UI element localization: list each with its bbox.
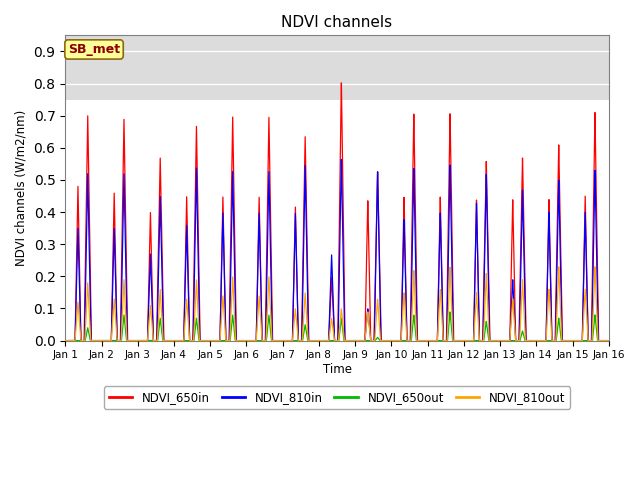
- NDVI_810in: [337, 156, 345, 162]
- NDVI_810out: [591, 264, 599, 270]
- NDVI_650out: [446, 309, 454, 315]
- NDVI_810in: [265, 177, 273, 183]
- NDVI_810out: [178, 338, 186, 344]
- Legend: NDVI_650in, NDVI_810in, NDVI_650out, NDVI_810out: NDVI_650in, NDVI_810in, NDVI_650out, NDV…: [104, 386, 570, 408]
- NDVI_810out: [603, 338, 611, 344]
- Y-axis label: NDVI channels (W/m2/nm): NDVI channels (W/m2/nm): [15, 110, 28, 266]
- Line: NDVI_650in: NDVI_650in: [65, 83, 609, 341]
- NDVI_810out: [412, 318, 420, 324]
- NDVI_810in: [605, 338, 612, 344]
- Bar: [65, 36, 609, 100]
- NDVI_810in: [603, 338, 611, 344]
- NDVI_810out: [489, 338, 497, 344]
- Title: NDVI channels: NDVI channels: [282, 15, 392, 30]
- Line: NDVI_810in: NDVI_810in: [65, 159, 609, 341]
- NDVI_810out: [265, 277, 273, 283]
- NDVI_810in: [61, 338, 69, 344]
- NDVI_810out: [605, 338, 612, 344]
- NDVI_810in: [178, 338, 186, 344]
- NDVI_650in: [337, 80, 345, 86]
- NDVI_650in: [605, 338, 612, 344]
- NDVI_810in: [172, 338, 180, 344]
- NDVI_650out: [603, 338, 611, 344]
- NDVI_650out: [172, 338, 180, 344]
- Line: NDVI_650out: NDVI_650out: [65, 312, 609, 341]
- NDVI_650in: [603, 338, 611, 344]
- Text: SB_met: SB_met: [68, 43, 120, 56]
- NDVI_650in: [61, 338, 69, 344]
- NDVI_650in: [490, 338, 497, 344]
- NDVI_650out: [61, 338, 69, 344]
- Line: NDVI_810out: NDVI_810out: [65, 267, 609, 341]
- NDVI_650in: [172, 338, 180, 344]
- NDVI_650in: [178, 338, 186, 344]
- NDVI_650out: [605, 338, 612, 344]
- NDVI_650in: [265, 125, 273, 131]
- NDVI_650out: [490, 338, 497, 344]
- NDVI_650out: [178, 338, 186, 344]
- X-axis label: Time: Time: [323, 363, 351, 376]
- NDVI_650out: [412, 333, 420, 339]
- NDVI_810in: [490, 338, 497, 344]
- NDVI_650in: [412, 245, 420, 251]
- NDVI_810in: [412, 278, 420, 284]
- NDVI_650out: [265, 314, 273, 320]
- NDVI_810out: [61, 338, 69, 344]
- NDVI_810out: [172, 338, 180, 344]
